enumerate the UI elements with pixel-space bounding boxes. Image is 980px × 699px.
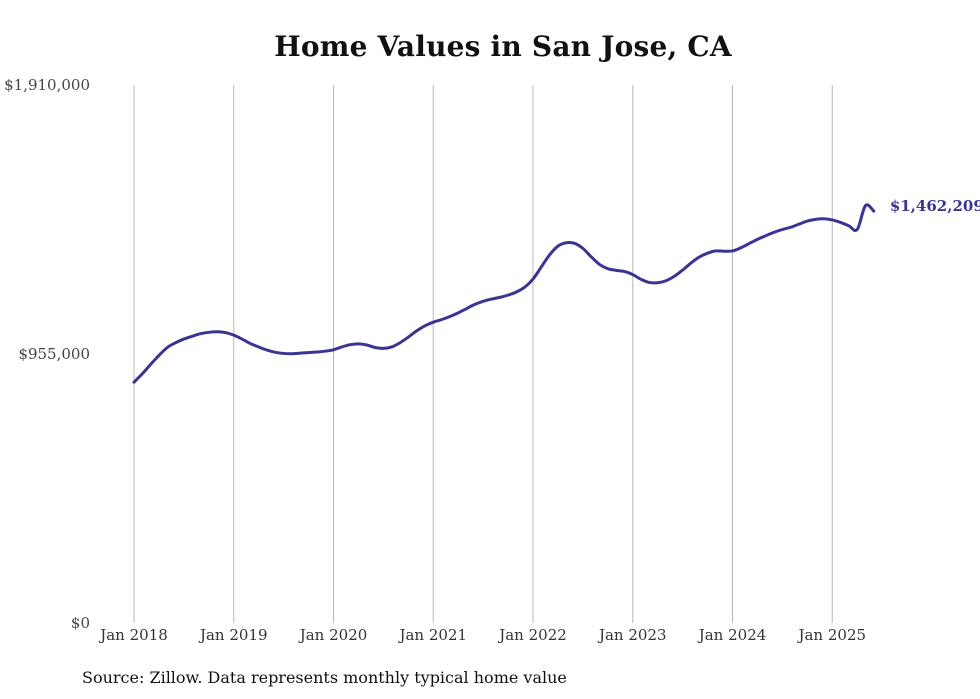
x-tick-label: Jan 2018: [98, 626, 168, 644]
x-tick-label: Jan 2023: [597, 626, 667, 644]
end-value-label: $1,462,209: [890, 197, 980, 215]
x-tick-label: Jan 2020: [298, 626, 368, 644]
y-tick-label: $1,910,000: [4, 76, 90, 94]
x-tick-label: Jan 2024: [697, 626, 767, 644]
x-tick-label: Jan 2022: [497, 626, 567, 644]
chart-source-note: Source: Zillow. Data represents monthly …: [82, 668, 567, 687]
y-tick-label: $955,000: [18, 345, 90, 363]
x-tick-label: Jan 2025: [796, 626, 866, 644]
series-line: [132, 203, 876, 384]
x-tick-label: Jan 2019: [198, 626, 268, 644]
x-tick-label: Jan 2021: [397, 626, 467, 644]
chart-title: Home Values in San Jose, CA: [274, 30, 732, 63]
y-tick-label: $0: [71, 614, 90, 632]
